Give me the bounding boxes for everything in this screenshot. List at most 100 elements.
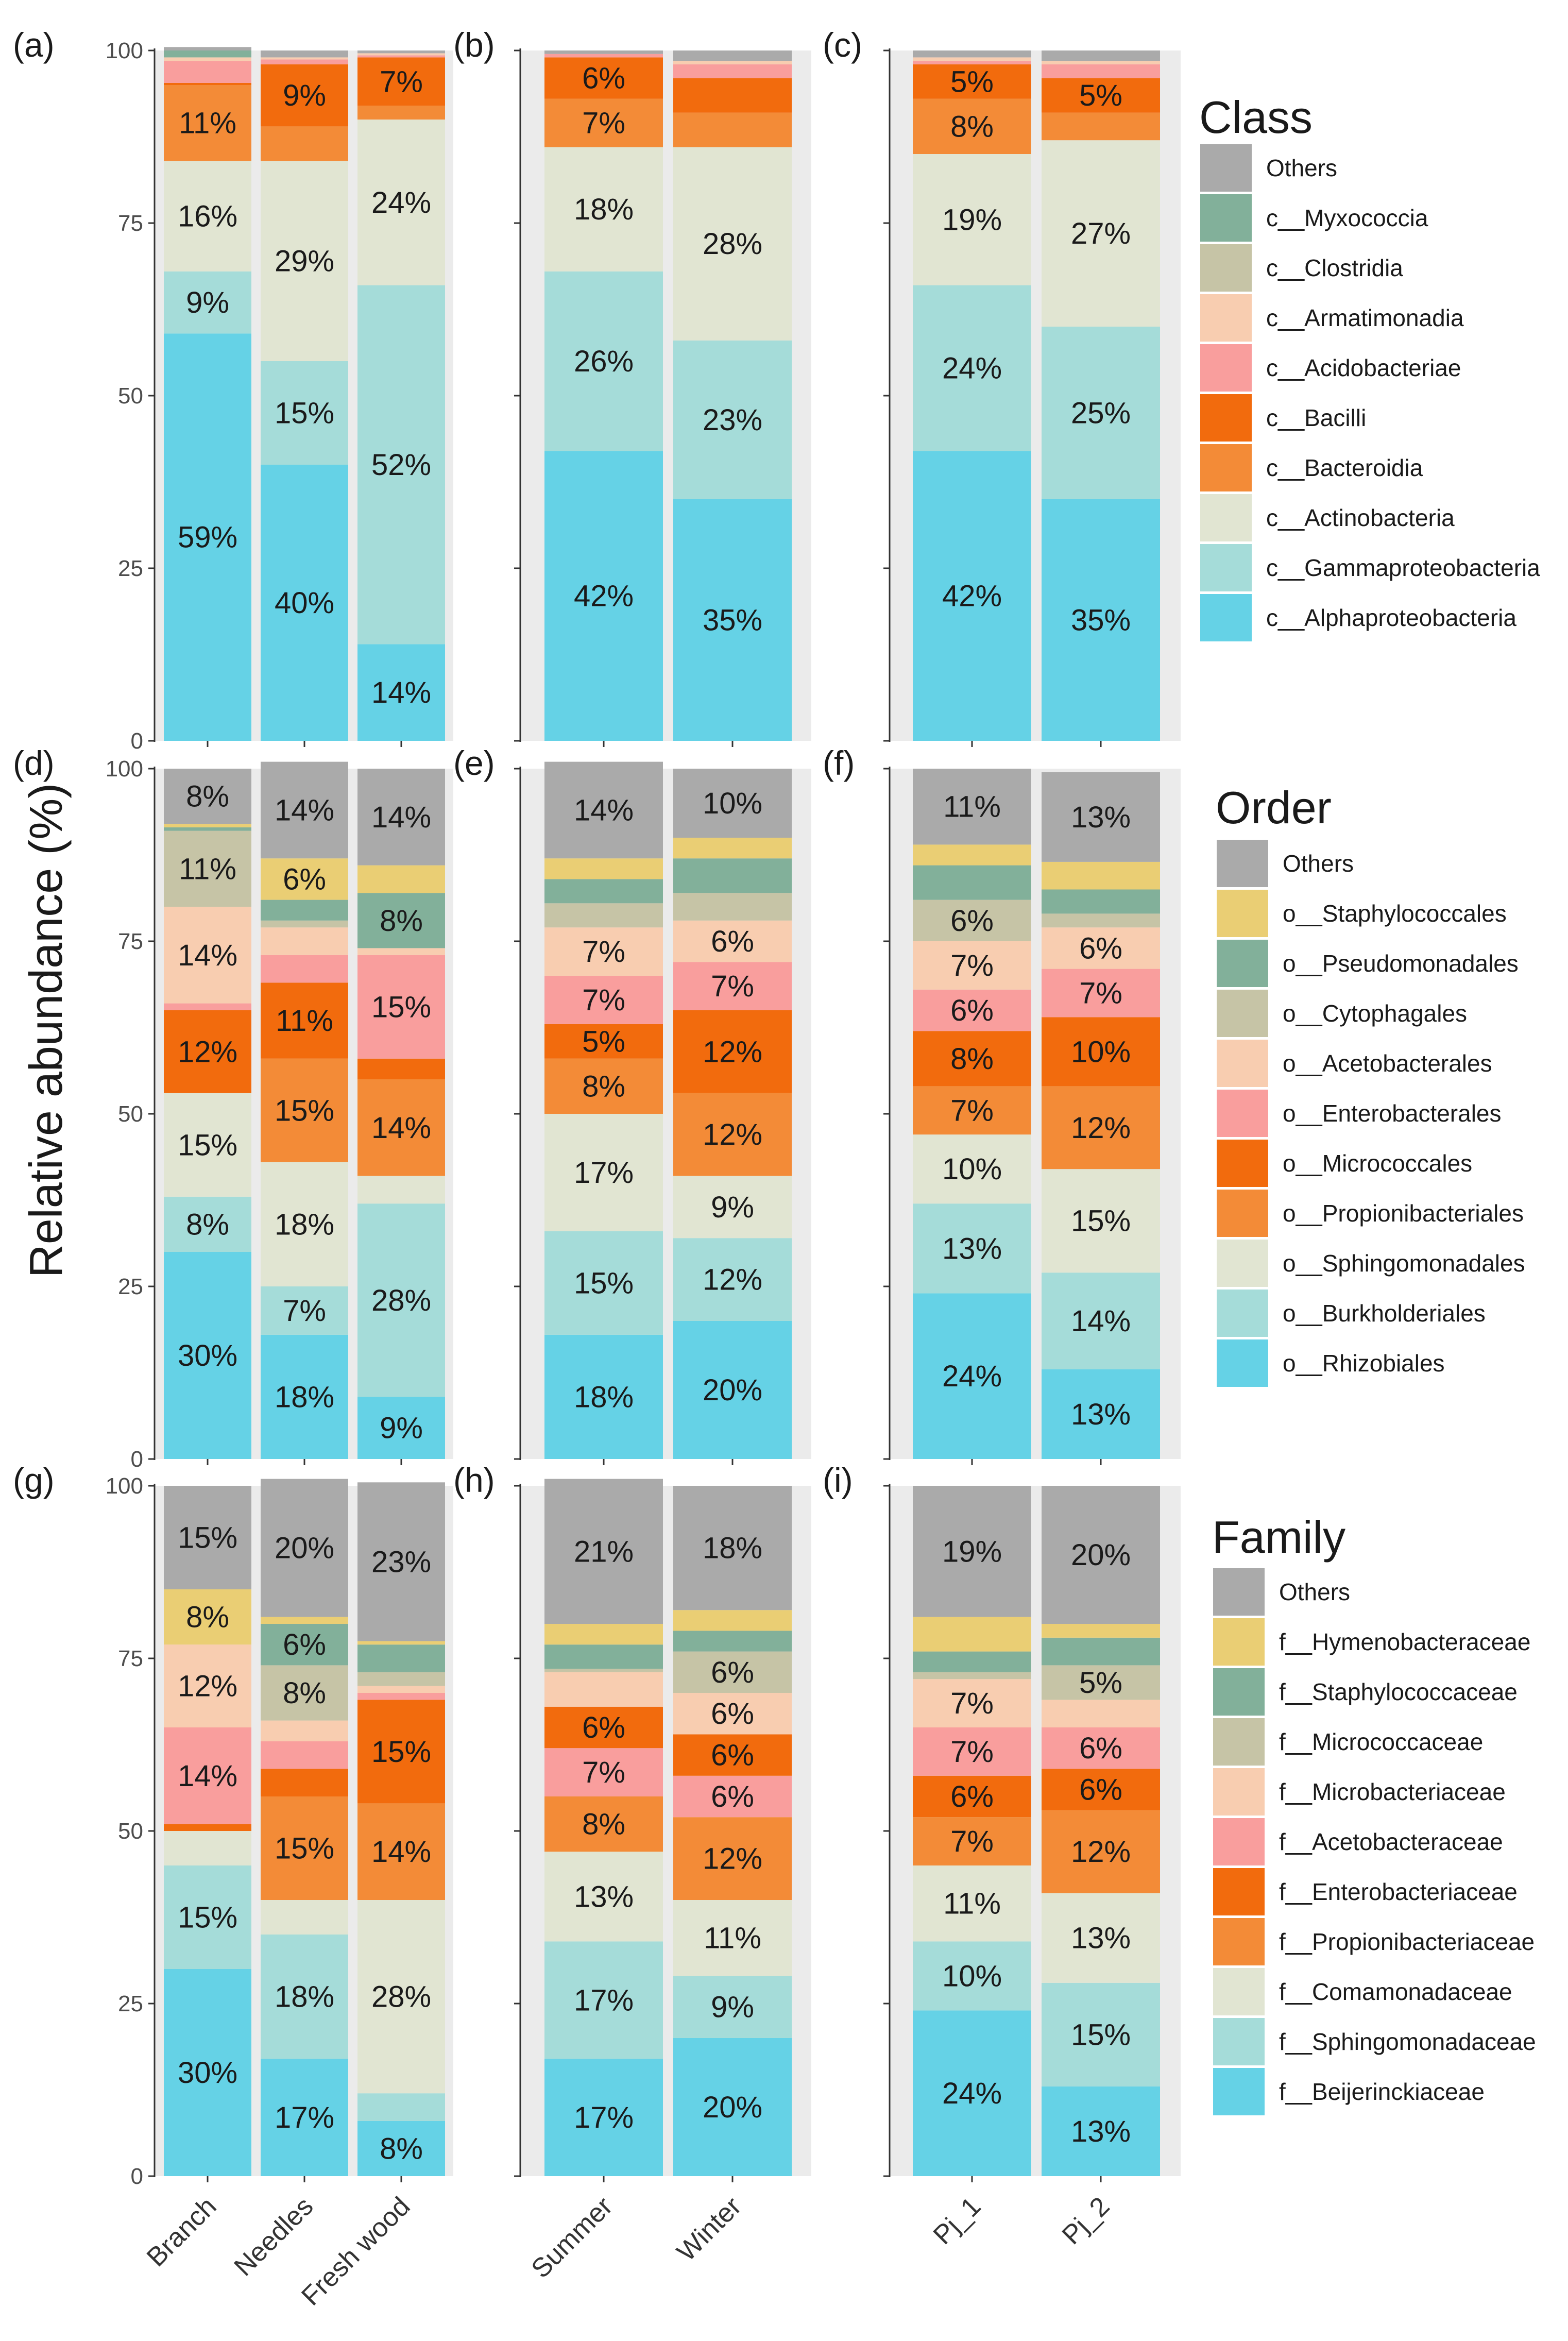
data-label: 7% [950, 1825, 994, 1858]
bar-segment-c-armatimonadia-pj-2 [1042, 61, 1160, 64]
data-label: 6% [283, 1628, 326, 1661]
panel-letter: (f) [823, 744, 855, 782]
bar-segment-c-bacilli-winter [673, 78, 792, 113]
bar-segment-c-bacteroidia-branch [164, 85, 251, 161]
legend-item-label: o__Burkholderiales [1283, 1300, 1486, 1327]
bar-segment-f-hymenobacteraceae-winter [673, 1610, 792, 1631]
bar-segment-f-sphingomonadaceae-pj-1 [913, 1941, 1031, 2011]
panel-i: (i) 24% 10% 11% 7% 6% 7% 7% 19% Pj_1 13% 15% 13% 12% 6… [823, 1461, 1181, 2250]
bar-segment-f-sphingomonadaceae-winter [673, 1976, 792, 2038]
bar-segment-f-sphingomonadaceae-pj-2 [1042, 1982, 1160, 2086]
bar-segment-c-bacilli-fresh-wood [357, 57, 445, 106]
bar-segment-o-rhizobiales-summer [544, 1334, 663, 1459]
data-label: 25% [1071, 397, 1131, 430]
bar-segment-f-microbacteriaceae-branch [164, 1644, 251, 1727]
data-label: 15% [275, 397, 334, 430]
data-label: 42% [942, 580, 1002, 613]
data-label: 15% [178, 1901, 237, 1935]
bar-segment-o-rhizobiales-winter [673, 1321, 792, 1459]
bar-segment-f-hymenobacteraceae-pj-1 [913, 1617, 1031, 1652]
bar-segment-o-cytophagales-pj-1 [913, 900, 1031, 941]
data-label: 14% [275, 793, 334, 827]
bar-segment-c-alphaproteobacteria-fresh-wood [357, 644, 445, 741]
bar-segment-f-beijerinckiaceae-pj-1 [913, 2010, 1031, 2176]
bar-segment-o-propionibacteriales-winter [673, 1093, 792, 1176]
bar-segment-c-acidobacteriae-branch [164, 61, 251, 83]
data-label: 8% [186, 1208, 229, 1241]
data-label: 11% [179, 107, 236, 140]
data-label: 8% [950, 1042, 994, 1076]
bar-segment-o-micrococcales-fresh-wood [357, 1058, 445, 1079]
legend-key-o-sphingomonadales [1217, 1240, 1268, 1287]
data-label: 8% [582, 1070, 625, 1103]
legend-key-others [1213, 1568, 1265, 1616]
data-label: 15% [275, 1094, 334, 1127]
data-label: 8% [283, 1676, 326, 1710]
bar-segment-c-bacteroidia-fresh-wood [357, 106, 445, 120]
legend-item-label: c__Alphaproteobacteria [1266, 604, 1516, 631]
bar-segment-o-propionibacteriales-fresh-wood [357, 1079, 445, 1176]
bar-segment-f-staphylococcaceae-needles [261, 1624, 348, 1666]
bar-segment-o-staphylococcales-fresh-wood [357, 865, 445, 893]
bar-segment-o-pseudomonadales-fresh-wood [357, 893, 445, 948]
legend-item-label: Others [1266, 155, 1337, 181]
legend-key-c-alphaproteobacteria [1200, 594, 1252, 641]
bar-segment-f-comamonadaceae-winter [673, 1900, 792, 1976]
data-label: 6% [1079, 931, 1122, 965]
data-label: 7% [950, 1687, 994, 1720]
data-label: 40% [275, 586, 334, 620]
bar-segment-others-summer [544, 761, 663, 859]
legend-key-c-gammaproteobacteria [1200, 544, 1252, 591]
bar-segment-f-enterobacteriaceae-winter [673, 1734, 792, 1776]
bar-segment-o-pseudomonadales-branch [164, 827, 251, 831]
bar-segment-f-comamonadaceae-pj-2 [1042, 1893, 1160, 1983]
bar-segment-f-staphylococcaceae-winter [673, 1631, 792, 1652]
legend-item-label: o__Sphingomonadales [1283, 1250, 1525, 1277]
legend-title: Order [1216, 782, 1332, 833]
data-label: 15% [371, 1735, 431, 1769]
bar-segment-c-bacilli-summer [544, 57, 663, 99]
bar-segment-o-acetobacterales-pj-2 [1042, 927, 1160, 969]
bar-segment-f-sphingomonadaceae-branch [164, 1865, 251, 1969]
legend-key-c-myxococcia [1200, 194, 1252, 242]
bar-segment-c-actinobacteria-pj-1 [913, 154, 1031, 285]
bar-segment-o-pseudomonadales-pj-1 [913, 865, 1031, 900]
bar-segment-o-burkholderiales-fresh-wood [357, 1203, 445, 1397]
bar-segment-o-staphylococcales-pj-1 [913, 844, 1031, 866]
bar-segment-o-micrococcales-branch [164, 1010, 251, 1093]
data-label: 19% [942, 1535, 1002, 1568]
bar-segment-c-bacteroidia-needles [261, 126, 348, 161]
bar-segment-o-staphylococcales-winter [673, 838, 792, 859]
data-label: 8% [380, 2132, 423, 2165]
data-label: 18% [275, 1208, 334, 1241]
bar-segment-f-comamonadaceae-pj-1 [913, 1865, 1031, 1942]
legend-key-others [1200, 144, 1252, 192]
panel-d: 0 25 50 75 100 (d) 30% 8% 15% 12% 14% 11% 8% 18% 7% 18%… [13, 744, 453, 1472]
legend-item-label: o__Acetobacterales [1283, 1050, 1492, 1077]
legend-item-label: o__Rhizobiales [1283, 1350, 1445, 1377]
data-label: 19% [942, 203, 1002, 236]
bar-segment-f-acetobacteraceae-pj-1 [913, 1727, 1031, 1776]
data-label: 14% [178, 939, 237, 972]
bar-segment-o-sphingomonadales-fresh-wood [357, 1176, 445, 1204]
data-label: 15% [178, 1521, 237, 1555]
bar-segment-others-needles [261, 761, 348, 859]
data-label: 15% [178, 1128, 237, 1162]
data-label: 18% [574, 193, 634, 226]
panel-letter: (g) [13, 1461, 55, 1499]
bar-segment-o-cytophagales-summer [544, 903, 663, 928]
data-label: 13% [1071, 2115, 1131, 2148]
bar-segment-c-bacilli-needles [261, 64, 348, 127]
data-label: 13% [1071, 801, 1131, 834]
bar-segment-others-pj-1 [913, 769, 1031, 845]
data-label: 18% [275, 1380, 334, 1414]
bar-segment-c-myxococcia-branch [164, 50, 251, 58]
legend-title: Family [1212, 1512, 1345, 1563]
bar-segment-c-actinobacteria-pj-2 [1042, 140, 1160, 327]
bar-segment-c-bacteroidia-pj-2 [1042, 112, 1160, 141]
bar-segment-o-micrococcales-pj-1 [913, 1031, 1031, 1087]
data-label: 24% [371, 186, 431, 219]
data-label: 6% [582, 62, 625, 95]
bar-segment-f-hymenobacteraceae-fresh-wood [357, 1641, 445, 1645]
data-label: 24% [942, 2077, 1002, 2110]
